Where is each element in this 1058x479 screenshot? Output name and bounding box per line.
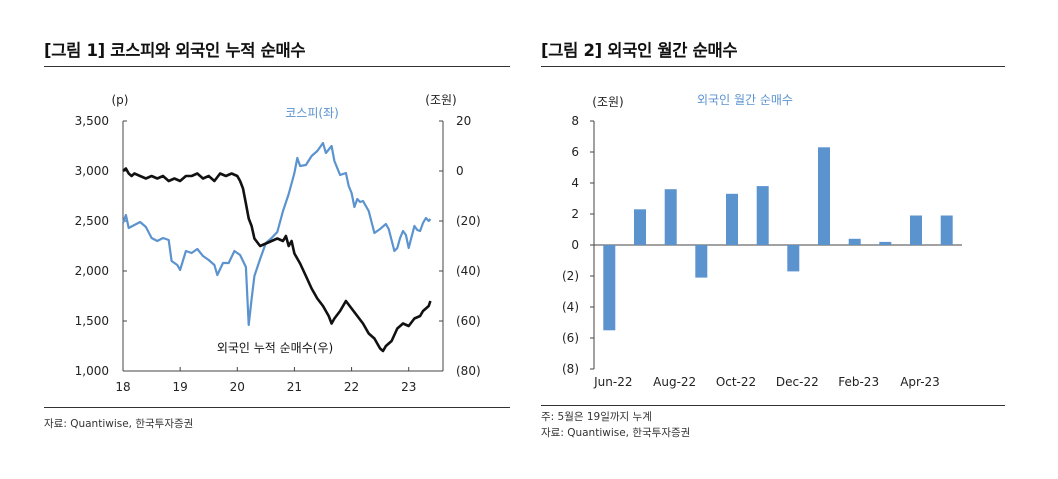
left-y-tick-label: 1,000: [75, 364, 109, 378]
bar-dec-22: [787, 245, 800, 272]
bar-mar-23: [879, 241, 892, 245]
right-y-tick-label: (20): [456, 214, 481, 228]
panel-1-title: [그림 1] 코스피와 외국인 누적 순매수: [44, 41, 306, 60]
bar-x-tick-label: Feb-23: [838, 375, 879, 389]
bar-sep-22: [695, 245, 708, 278]
left-y-tick-label: 2,500: [75, 214, 109, 228]
bar-jun-22: [603, 245, 616, 331]
right-y-tick-label: (60): [456, 314, 481, 328]
left-y-tick-label: 2,000: [75, 264, 109, 278]
right-y-tick-label: 20: [456, 114, 471, 128]
foreign-cumulative-line: [122, 167, 432, 353]
bar-y-tick-label: 8: [571, 114, 579, 128]
x-tick-label: 23: [401, 380, 416, 394]
bar-y-tick-label: 2: [571, 207, 579, 221]
bar-feb-23: [848, 238, 861, 245]
panel-2-title-rule: [541, 66, 1005, 67]
bar-may-23: [940, 215, 953, 245]
bar-apr-23: [910, 215, 922, 245]
bar-y-tick-label: (2): [562, 269, 579, 283]
x-tick-label: 20: [230, 380, 245, 394]
panel-1-bottom-rule: [44, 407, 510, 408]
bar-jul-22: [634, 209, 646, 245]
bar-x-tick-label: Apr-23: [900, 375, 940, 389]
bar-x-tick-label: Oct-22: [716, 375, 756, 389]
bar-y-tick-label: 0: [571, 238, 579, 252]
kospi-series-label: 코스피(좌): [285, 106, 339, 120]
panel-1-title-rule: [44, 66, 510, 67]
bar-jan-23: [818, 147, 830, 245]
right-y-tick-label: 0: [456, 164, 464, 178]
left-y-tick-label: 3,000: [75, 164, 109, 178]
panel-2-note: 주: 5월은 19일까지 누계: [541, 411, 652, 423]
right-y-tick-label: (80): [456, 364, 481, 378]
x-tick-label: 19: [173, 380, 188, 394]
bar-x-tick-label: Jun-22: [593, 375, 632, 389]
bar-nov-22: [756, 186, 769, 245]
x-tick-label: 21: [287, 380, 302, 394]
right-axis-unit: (조원): [425, 93, 456, 107]
bar-y-tick-label: (6): [562, 331, 579, 345]
bar-y-tick-label: (8): [562, 362, 579, 376]
panel-2-title: [그림 2] 외국인 월간 순매수: [541, 41, 738, 60]
bar-y-tick-label: 6: [571, 145, 579, 159]
bar-oct-22: [726, 193, 738, 245]
bar-y-unit: (조원): [592, 95, 623, 109]
left-y-tick-label: 1,500: [75, 314, 109, 328]
bar-y-tick-label: 4: [571, 176, 579, 190]
foreign-series-label: 외국인 누적 순매수(우): [217, 341, 333, 355]
panel-1-source: 자료: Quantiwise, 한국투자증권: [44, 418, 194, 430]
panel-2-source: 자료: Quantiwise, 한국투자증권: [541, 427, 691, 439]
left-axis-unit: (p): [112, 93, 129, 107]
kospi-line: [121, 141, 432, 327]
x-tick-label: 18: [115, 380, 130, 394]
left-y-tick-label: 3,500: [75, 114, 109, 128]
bar-series-label: 외국인 월간 순매수: [697, 93, 793, 107]
bar-x-tick-label: Dec-22: [776, 375, 819, 389]
right-y-tick-label: (40): [456, 264, 481, 278]
panel-2-bottom-rule: [541, 405, 1005, 406]
x-tick-label: 22: [344, 380, 359, 394]
bar-x-tick-label: Aug-22: [653, 375, 696, 389]
bar-aug-22: [664, 189, 677, 245]
bar-y-tick-label: (4): [562, 300, 579, 314]
